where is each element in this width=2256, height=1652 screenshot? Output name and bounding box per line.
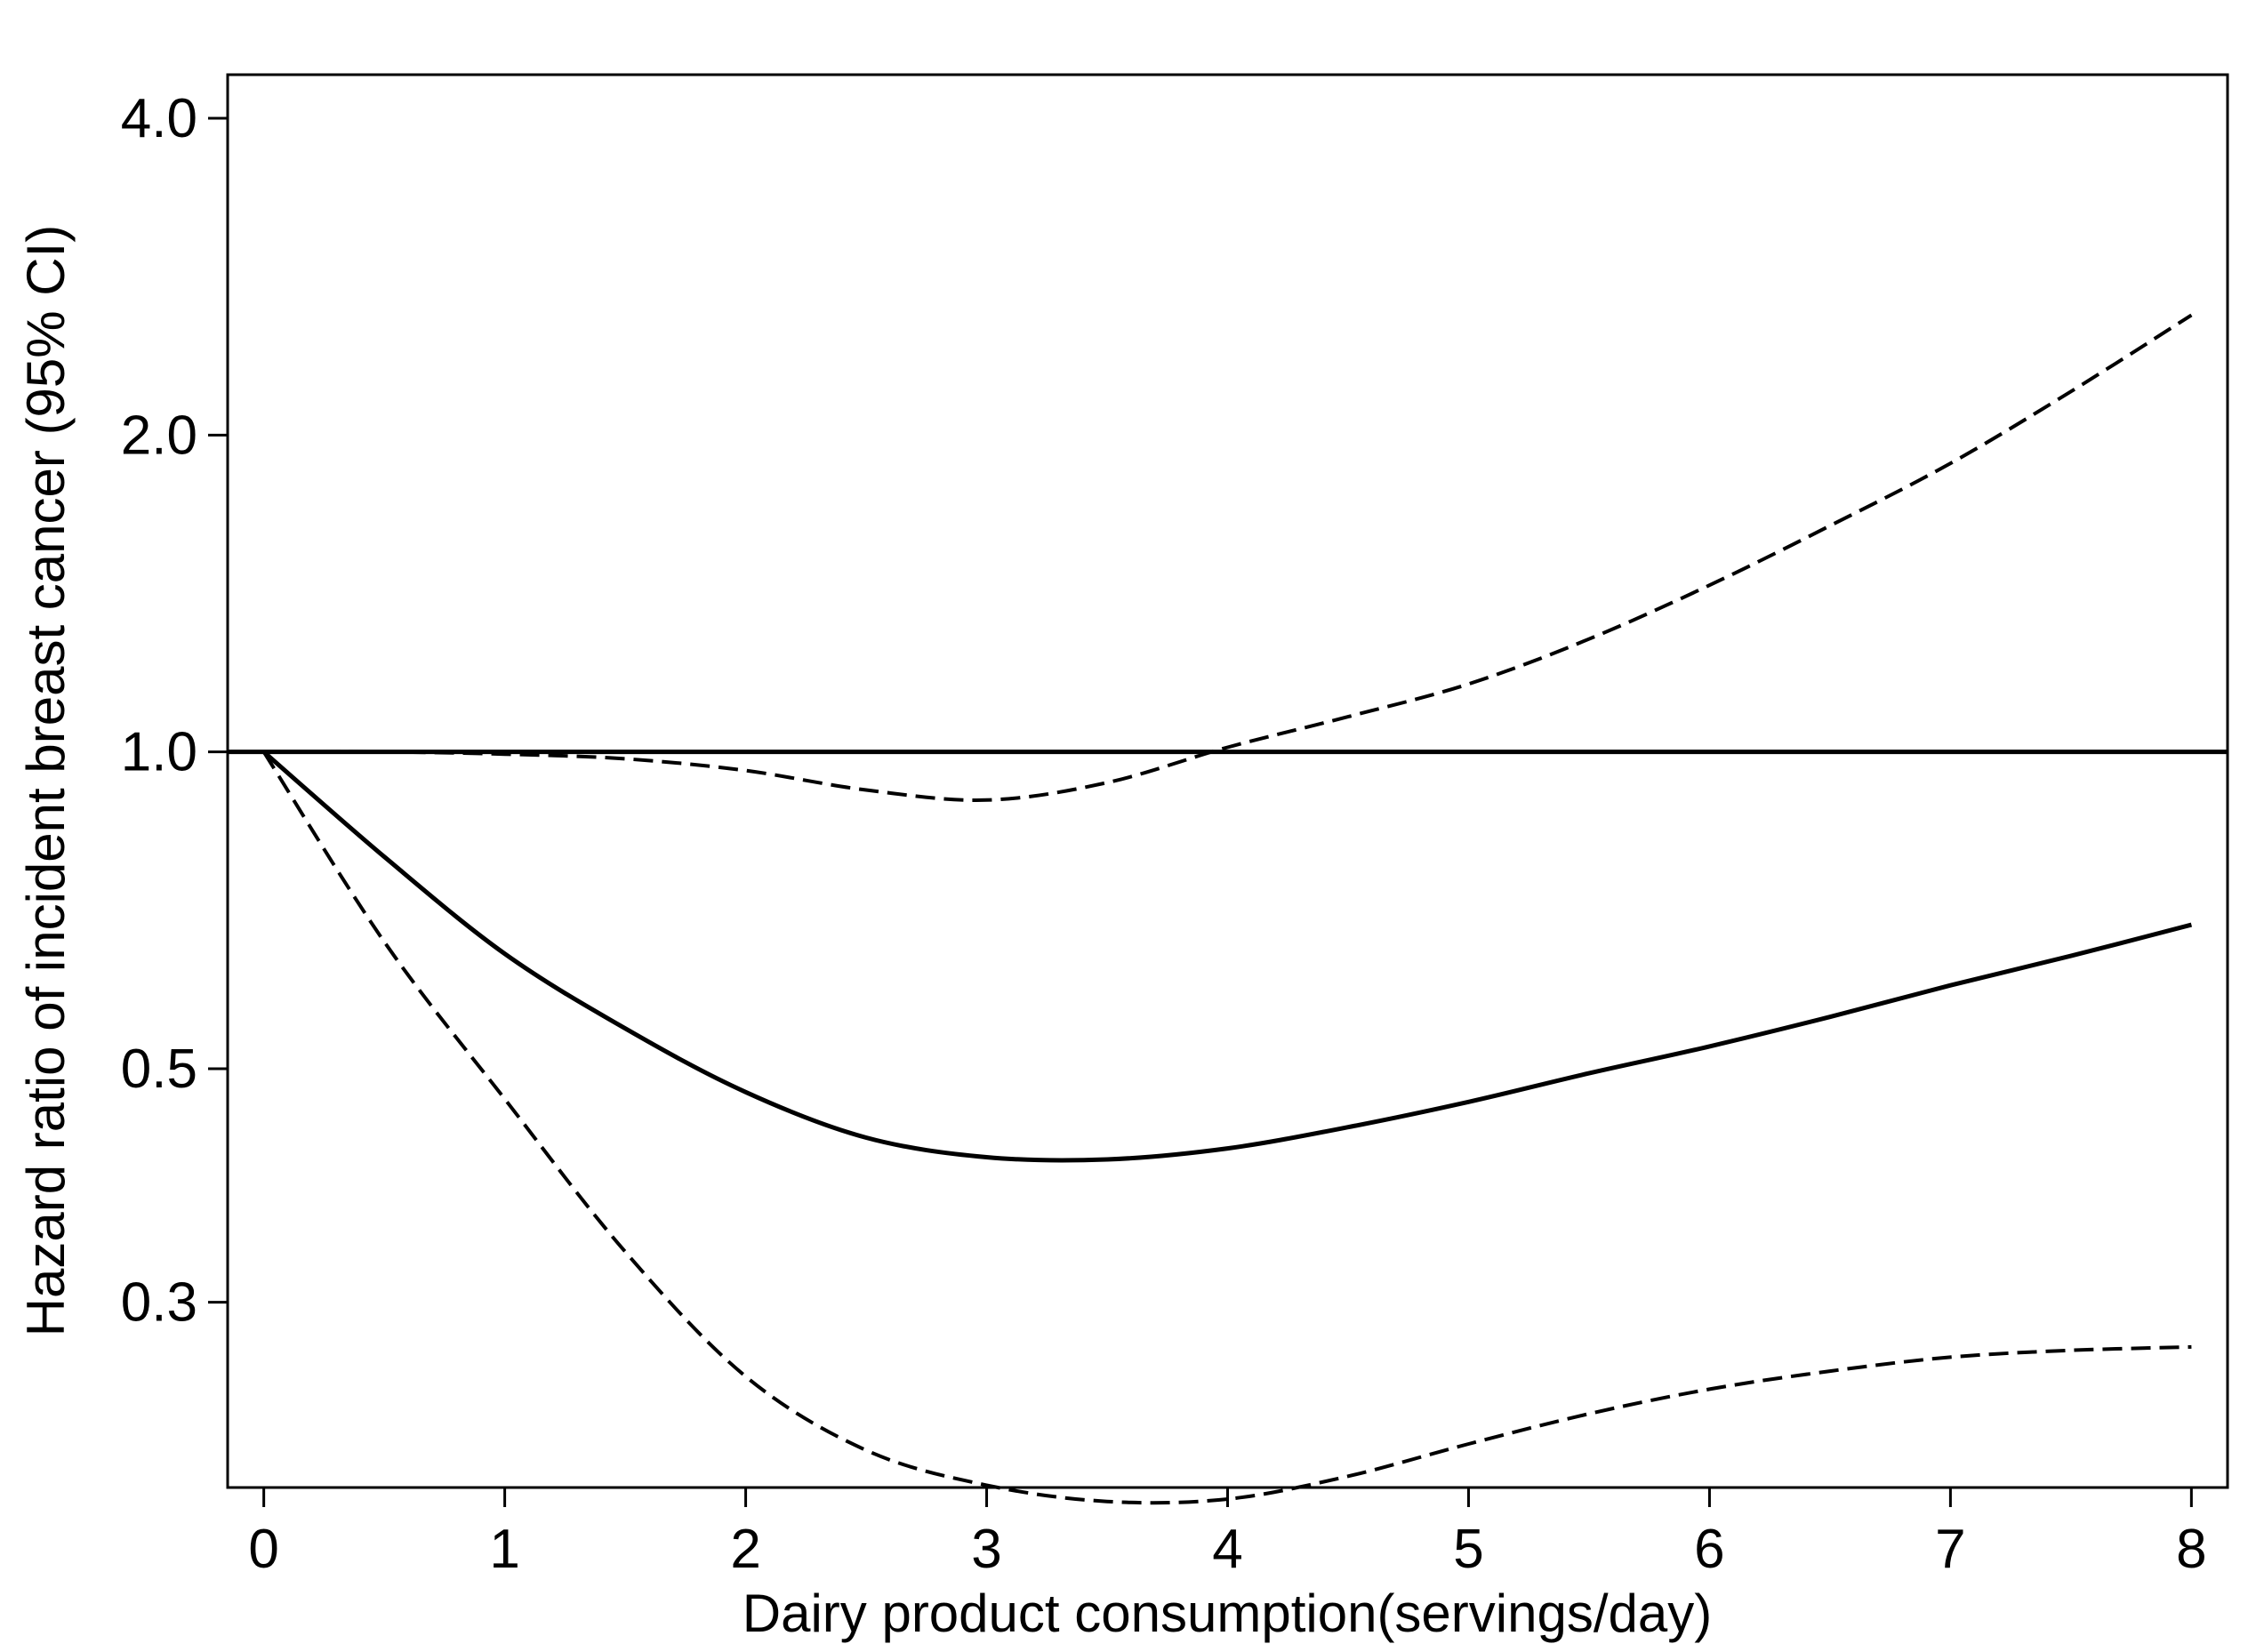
y-tick-label: 0.3 [121, 1272, 197, 1334]
x-tick-label: 2 [730, 1519, 760, 1580]
series-line-hazard-ratio [261, 750, 2193, 1163]
x-tick-label: 5 [1453, 1519, 1483, 1580]
y-axis: 0.3 0.5 1.0 2.0 4.0 [121, 88, 228, 1334]
x-tick-label: 0 [248, 1519, 278, 1580]
y-tick-label: 0.5 [121, 1039, 197, 1100]
y-axis-title: Hazard ratio of incident breast cancer (… [16, 225, 76, 1337]
x-axis: 0 1 2 3 4 5 6 7 8 [248, 1488, 2207, 1580]
series-line-lower-95-ci [261, 750, 2192, 1505]
x-tick-label: 1 [489, 1519, 519, 1580]
x-tick-label: 8 [2176, 1519, 2206, 1580]
x-tick-label: 3 [971, 1519, 1001, 1580]
x-tick-label: 6 [1694, 1519, 1724, 1580]
y-tick-label: 4.0 [121, 88, 197, 149]
x-axis-title: Dairy product consumption(servings/day) [743, 1584, 1712, 1643]
y-tick-label: 2.0 [121, 405, 197, 466]
x-tick-label: 7 [1935, 1519, 1965, 1580]
x-tick-label: 4 [1212, 1519, 1242, 1580]
series-layer [261, 313, 2193, 1505]
y-tick-label: 1.0 [121, 722, 197, 783]
